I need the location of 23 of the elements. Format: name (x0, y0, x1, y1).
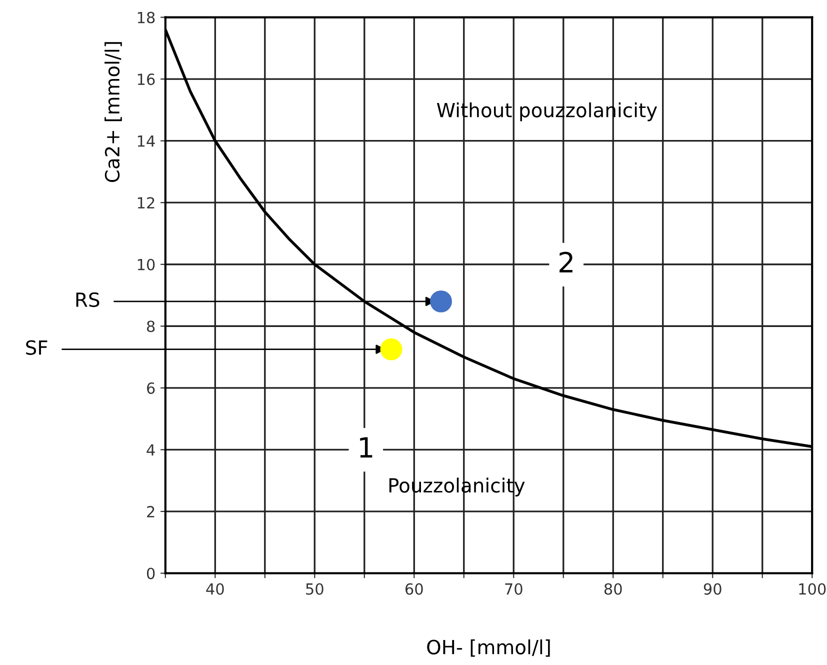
y-tick-label: 2 (147, 506, 154, 518)
y-axis-title: Ca2+ [mmol/l] (104, 42, 122, 182)
x-tick-label: 90 (704, 583, 722, 595)
x-tick-label: 40 (206, 583, 224, 595)
x-tick-label: 70 (505, 583, 522, 595)
annotation: RS (76, 292, 100, 308)
y-tick-label: 4 (146, 444, 155, 456)
annotation: 1 (360, 437, 372, 458)
y-tick-label: 10 (138, 258, 155, 270)
annotation: SF (26, 340, 48, 355)
y-tick-label: 12 (138, 197, 154, 208)
x-tick-label: 100 (799, 583, 826, 595)
y-tick-label: 14 (138, 136, 155, 147)
y-tick-label: 8 (146, 320, 155, 332)
x-tick-label: 80 (604, 583, 622, 595)
y-tick-label: 0 (146, 568, 155, 580)
annotation: 2 (560, 252, 572, 272)
y-tick-label: 18 (138, 12, 155, 24)
x-axis-title: OH- [mmol/l] (427, 639, 550, 657)
y-tick-label: 16 (138, 74, 155, 86)
y-tick-label: 6 (147, 382, 155, 394)
x-tick-label: 50 (306, 583, 324, 595)
x-tick-label: 60 (405, 583, 423, 595)
